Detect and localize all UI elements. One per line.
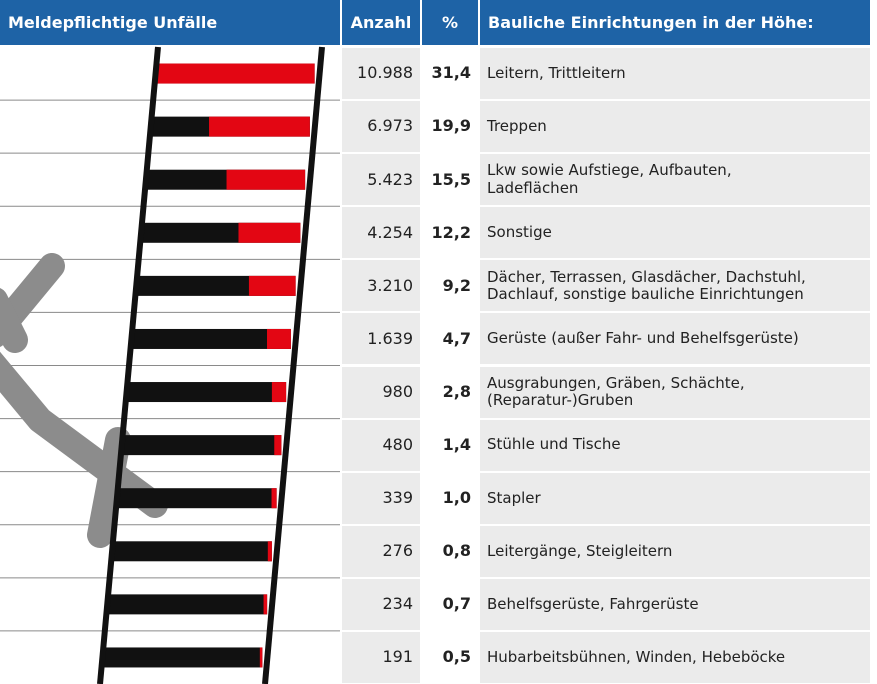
percent: 1,4 (422, 420, 478, 471)
category: Hubarbeitsbühnen, Winden, Hebeböcke (480, 632, 870, 683)
count: 1.639 (342, 313, 420, 364)
header-category: Bauliche Einrichtungen in der Höhe: (480, 0, 870, 45)
bar (267, 329, 291, 349)
infographic: Meldepflichtige Unfälle Anzahl % Baulich… (0, 0, 877, 684)
bar (260, 647, 263, 667)
rung (102, 647, 262, 667)
percent: 0,7 (422, 579, 478, 630)
bar (264, 594, 268, 614)
rung (117, 488, 277, 508)
bar (272, 488, 277, 508)
category: Sonstige (480, 207, 870, 258)
percent: 31,4 (422, 48, 478, 99)
category: Ausgrabungen, Gräben, Schächte, (Reparat… (480, 367, 870, 418)
count: 5.423 (342, 154, 420, 205)
bar (274, 435, 281, 455)
rung (122, 435, 282, 455)
count: 234 (342, 579, 420, 630)
bar (249, 276, 296, 296)
percent: 2,8 (422, 367, 478, 418)
count: 980 (342, 367, 420, 418)
category: Treppen (480, 101, 870, 152)
count: 191 (342, 632, 420, 683)
rung (112, 541, 272, 561)
count: 276 (342, 526, 420, 577)
count: 10.988 (342, 48, 420, 99)
rung (127, 382, 287, 402)
count: 4.254 (342, 207, 420, 258)
category: Leitern, Trittleitern (480, 48, 870, 99)
rung (131, 329, 290, 349)
category: Stapler (480, 473, 870, 524)
percent: 12,2 (422, 207, 478, 258)
bar (238, 223, 300, 243)
rung (107, 594, 267, 614)
category: Behelfsgerüste, Fahrgerüste (480, 579, 870, 630)
count: 3.210 (342, 260, 420, 311)
percent: 19,9 (422, 101, 478, 152)
header-count: Anzahl (342, 0, 420, 45)
bar (268, 541, 272, 561)
ladder-chart (0, 0, 342, 684)
header-percent: % (422, 0, 478, 45)
bar (227, 170, 306, 190)
header-title: Meldepflichtige Unfälle (0, 0, 340, 45)
bar (209, 117, 310, 137)
percent: 0,5 (422, 632, 478, 683)
percent: 9,2 (422, 260, 478, 311)
percent: 1,0 (422, 473, 478, 524)
percent: 15,5 (422, 154, 478, 205)
bar (272, 382, 286, 402)
count: 480 (342, 420, 420, 471)
bar (156, 64, 315, 84)
percent: 4,7 (422, 313, 478, 364)
percent: 0,8 (422, 526, 478, 577)
count: 6.973 (342, 101, 420, 152)
category: Dächer, Terrassen, Glasdächer, Dachstuhl… (480, 260, 870, 311)
figure-body (0, 360, 155, 505)
category: Stühle und Tische (480, 420, 870, 471)
category: Leitergänge, Steigleitern (480, 526, 870, 577)
category: Lkw sowie Aufstiege, Aufbauten, Ladefläc… (480, 154, 870, 205)
category: Gerüste (außer Fahr- und Behelfsgerüste) (480, 313, 870, 364)
count: 339 (342, 473, 420, 524)
